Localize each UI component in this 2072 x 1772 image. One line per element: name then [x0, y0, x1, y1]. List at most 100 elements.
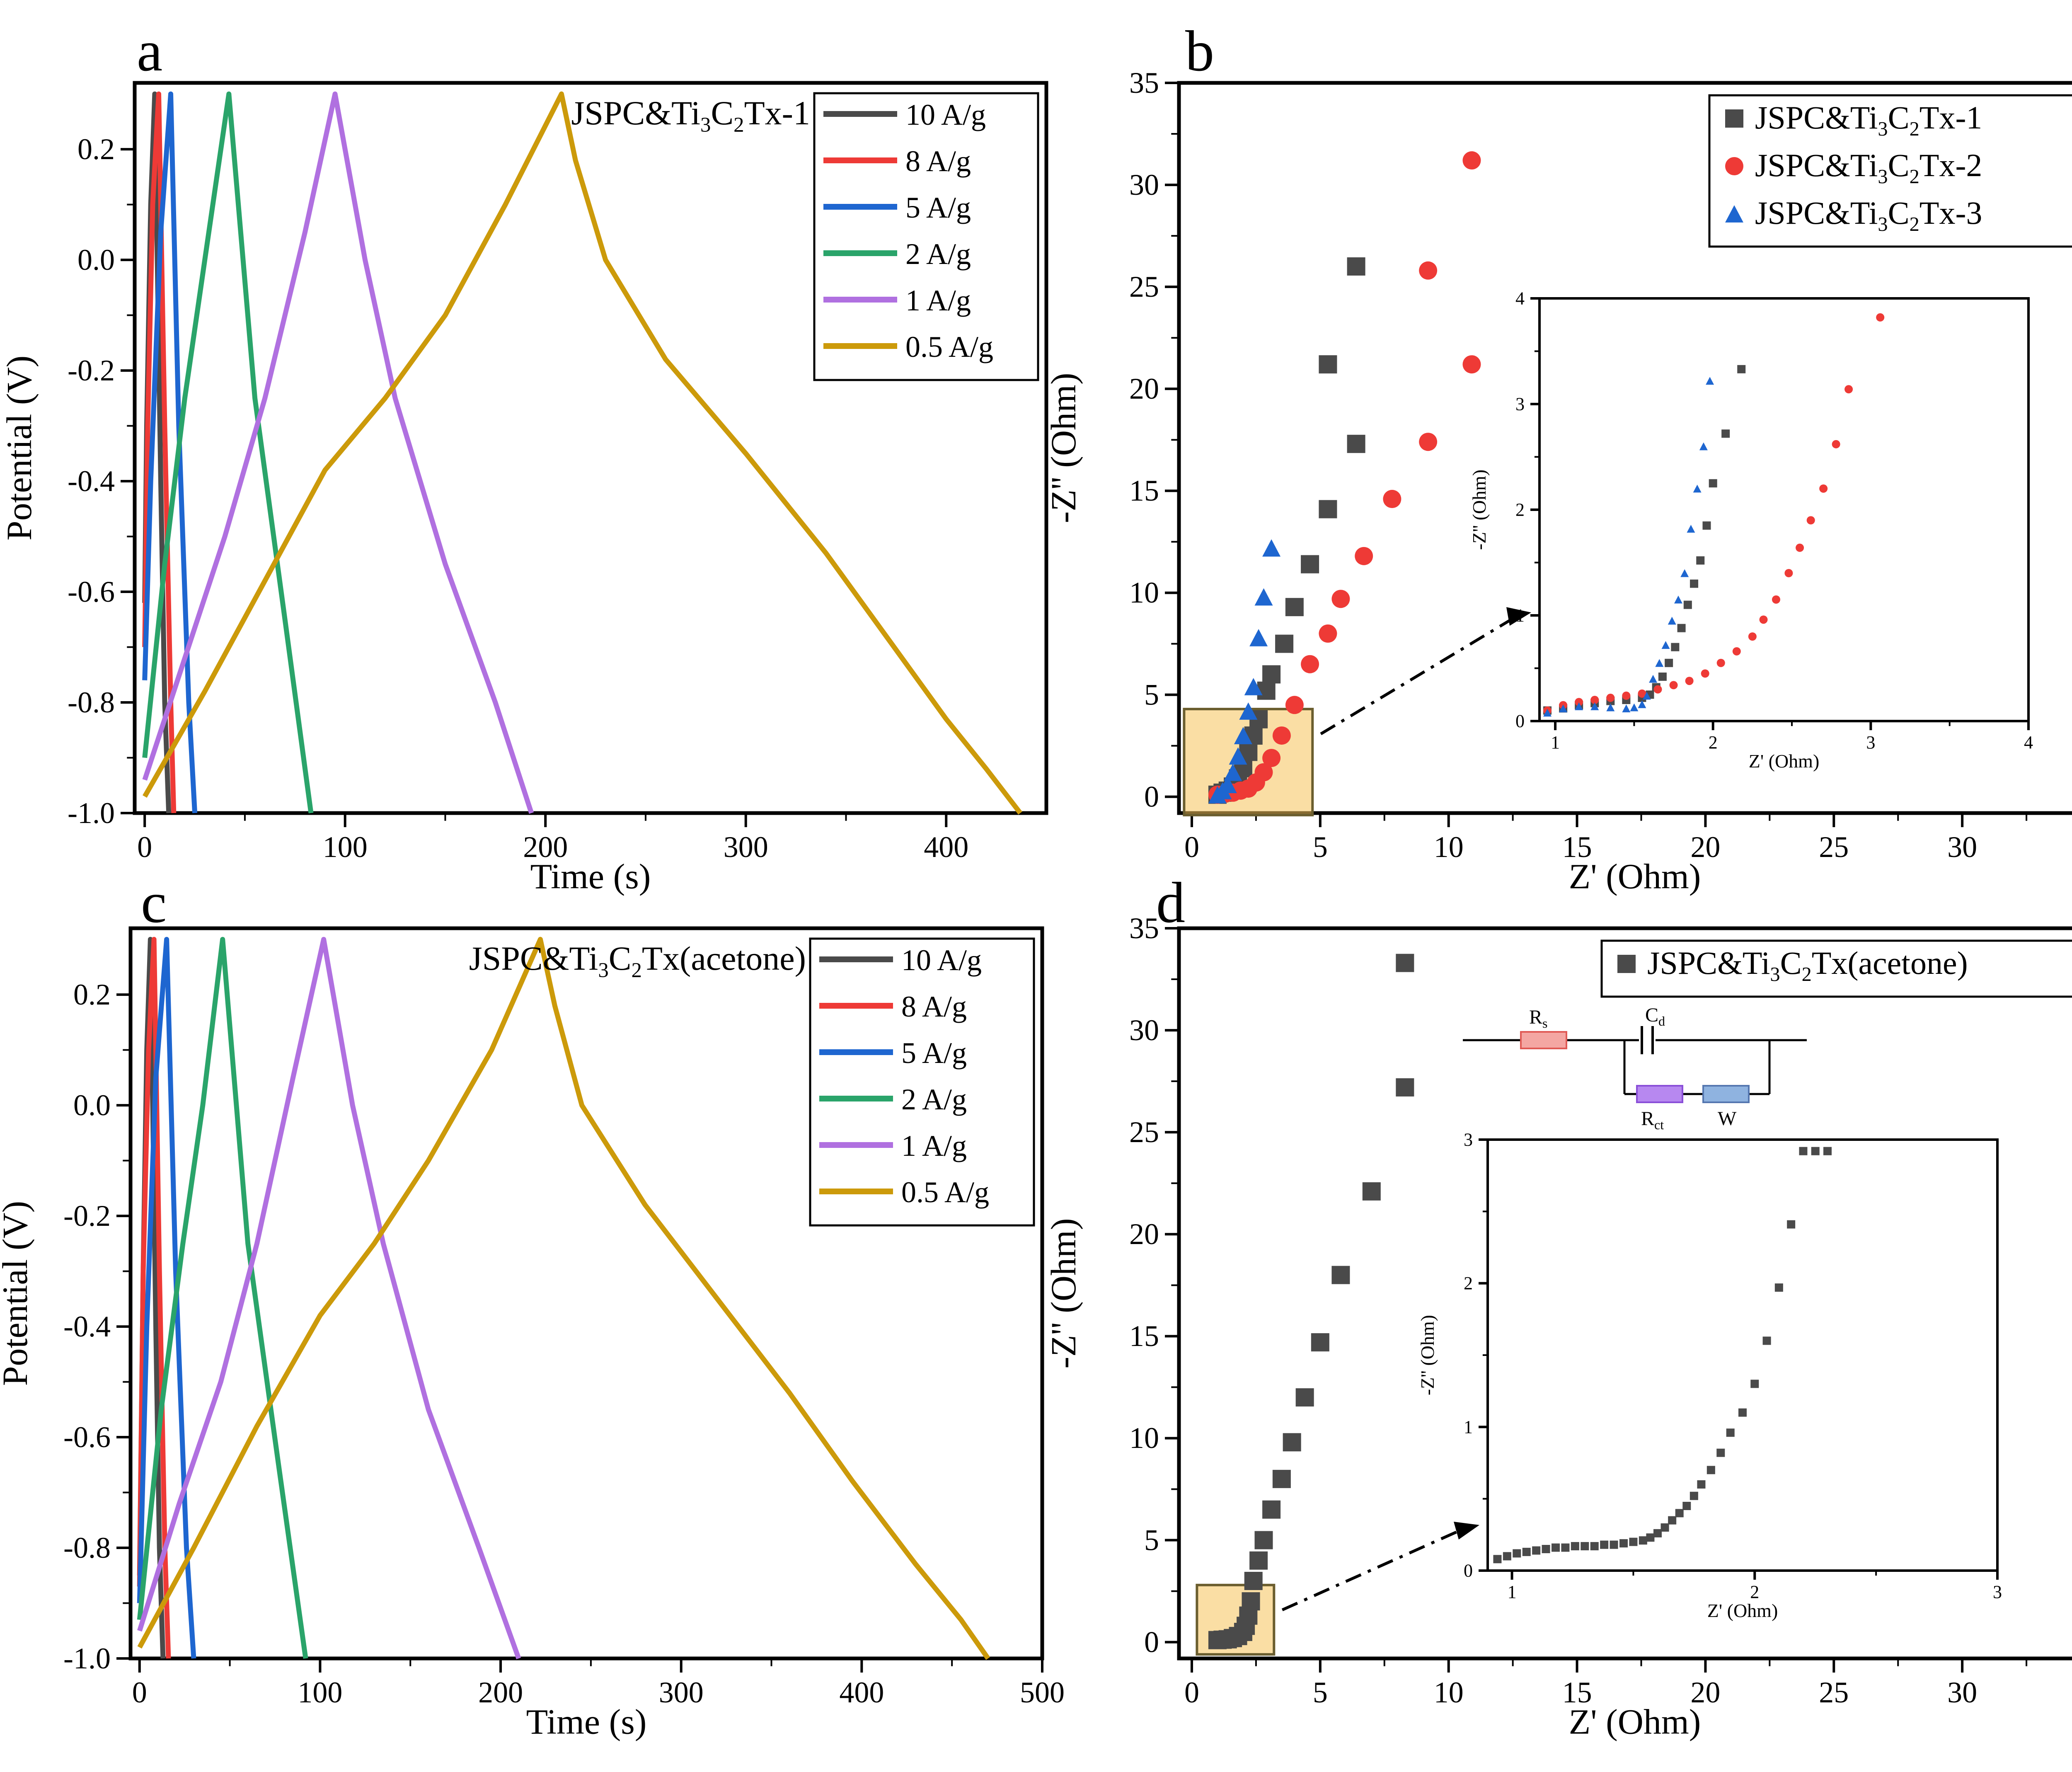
x-tick-label: 3	[1993, 1582, 2002, 1602]
inset-point	[1823, 1147, 1832, 1155]
data-point	[1355, 547, 1373, 565]
data-point	[1244, 678, 1263, 695]
inset-point	[1682, 1502, 1691, 1510]
y-tick-label: 0	[1144, 1625, 1159, 1658]
legend-box	[1600, 939, 2072, 998]
x-axis-label: Time (s)	[526, 1702, 647, 1742]
legend-entry: 0.5 A/g	[901, 1176, 989, 1209]
inset-point	[1687, 525, 1695, 533]
data-point	[1234, 727, 1252, 744]
chart-title: JSPC&Ti3C2Tx(acetone)	[469, 939, 806, 982]
inset-point	[1702, 521, 1711, 530]
resistor-rs	[1520, 1031, 1567, 1049]
x-tick-label: 100	[323, 830, 368, 864]
y-tick-label: 35	[1129, 912, 1159, 945]
y-tick-label: 30	[1129, 168, 1159, 201]
inset-point	[1575, 702, 1583, 710]
plot-frame	[1177, 926, 2072, 1661]
inset-point	[1590, 1542, 1599, 1551]
inset-point	[1690, 1491, 1698, 1500]
x-tick-label: 200	[478, 1676, 523, 1709]
data-point	[1362, 1182, 1381, 1201]
data-point	[1275, 634, 1294, 653]
legend-entry: 5 A/g	[901, 1036, 967, 1070]
series-line-2-A-g	[137, 937, 308, 1659]
y-tick-label: 20	[1129, 372, 1159, 405]
inset-point	[1668, 1516, 1677, 1525]
x-tick-label: 2	[1709, 732, 1718, 753]
data-point	[1396, 954, 1414, 972]
plot-frame	[133, 81, 1048, 815]
label-w: W	[1718, 1108, 1737, 1130]
inset-point	[1532, 1546, 1541, 1555]
inset-point	[1610, 1540, 1618, 1549]
y-tick-label: -0.4	[68, 465, 115, 498]
y-tick-label: 5	[1144, 678, 1159, 711]
y-tick-label: 1	[1464, 1417, 1473, 1437]
legend-entry: 8 A/g	[905, 145, 971, 178]
inset-point	[1737, 365, 1746, 373]
inset-point	[1690, 579, 1699, 588]
inset-point	[1575, 698, 1583, 707]
data-point	[1262, 539, 1281, 557]
x-tick-label: 0	[1184, 1676, 1199, 1709]
inset-point	[1638, 700, 1646, 708]
inset-point	[1701, 669, 1709, 678]
inset-point	[1716, 1448, 1725, 1457]
inset-point	[1675, 1509, 1684, 1518]
panel-d: d0510152025303505101520253035Z' (Ohm)-Z'…	[1043, 871, 2072, 1742]
inset-point	[1561, 1543, 1570, 1552]
y-tick-label: 4	[1515, 288, 1525, 309]
inset-point	[1811, 1147, 1820, 1155]
legend-entry: 2 A/g	[901, 1083, 967, 1116]
inset-point	[1680, 569, 1689, 577]
y-tick-label: 0.2	[77, 133, 115, 166]
data-point	[1319, 500, 1337, 518]
x-tick-label: 30	[1947, 1676, 1977, 1709]
x-axis-label: Z' (Ohm)	[1707, 1600, 1778, 1621]
x-axis-label: Z' (Ohm)	[1569, 1702, 1701, 1742]
inset-point	[1674, 596, 1682, 604]
label-rct: Rct	[1641, 1108, 1664, 1132]
inset-point	[1543, 709, 1552, 717]
x-tick-label: 3	[1866, 732, 1875, 753]
y-axis-label: -Z'' (Ohm)	[1043, 1218, 1083, 1369]
y-tick-label: -0.6	[63, 1421, 111, 1454]
legend-entry: JSPC&Ti3C2Tx-2	[1755, 147, 1982, 188]
inset-point	[1661, 641, 1670, 649]
label-rs: Rs	[1529, 1006, 1547, 1031]
legend-entry: 2 A/g	[905, 237, 971, 271]
y-tick-label: 1	[1515, 605, 1525, 626]
inset-point	[1750, 1380, 1759, 1388]
inset-point	[1522, 1547, 1531, 1556]
legend-marker	[1725, 157, 1743, 175]
inset-point	[1503, 1552, 1511, 1561]
inset-point	[1493, 1555, 1502, 1564]
data-point	[1272, 1469, 1291, 1488]
data-point	[1262, 665, 1281, 684]
inset-point	[1787, 1220, 1796, 1229]
inset-point	[1590, 702, 1599, 710]
y-tick-label: 0.2	[73, 978, 111, 1011]
y-tick-label: 20	[1129, 1218, 1159, 1251]
data-point	[1331, 1266, 1350, 1284]
y-tick-label: 35	[1129, 66, 1159, 99]
panel-letter: a	[137, 19, 162, 83]
x-tick-label: 2	[1750, 1582, 1759, 1602]
y-tick-label: -0.4	[63, 1310, 111, 1343]
inset-point	[1571, 1542, 1579, 1551]
inset-point	[1696, 556, 1705, 565]
inset-point	[1669, 681, 1678, 690]
y-tick-label: 10	[1129, 1421, 1159, 1455]
y-axis-label: -Z'' (Ohm)	[1469, 470, 1490, 550]
inset-point	[1638, 689, 1646, 698]
inset-point	[1665, 658, 1673, 667]
inset-point	[1600, 1540, 1609, 1549]
inset-point	[1762, 1336, 1771, 1345]
inset-point	[1642, 692, 1651, 700]
legend-marker	[1725, 205, 1743, 223]
y-tick-label: -0.8	[63, 1531, 111, 1564]
inset-point	[1738, 1408, 1747, 1417]
inset-point	[1721, 429, 1730, 438]
